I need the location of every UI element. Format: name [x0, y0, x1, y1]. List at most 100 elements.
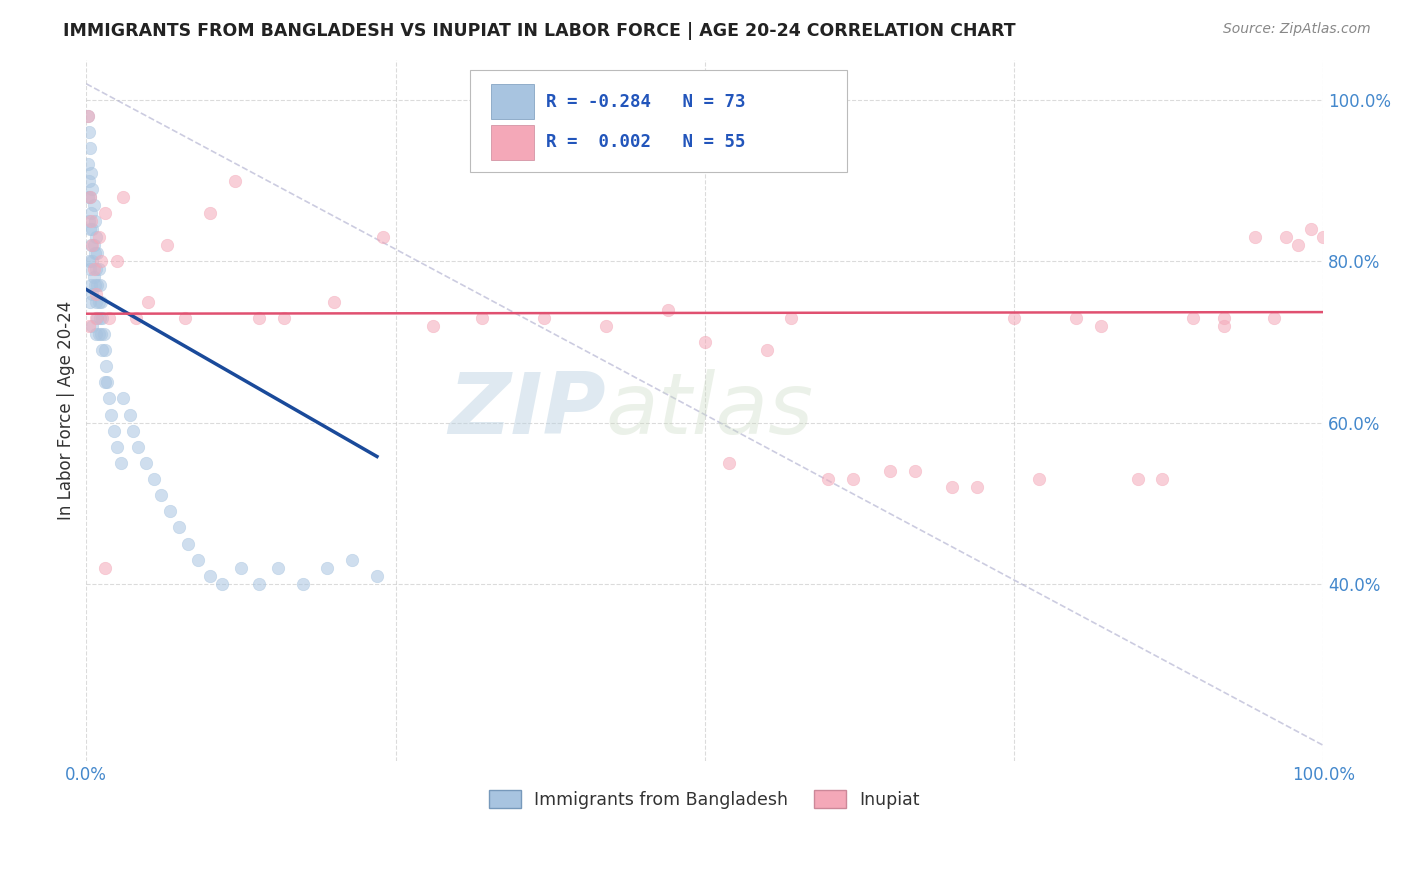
Point: [103, 424, 125, 438]
Point: [1152, 472, 1174, 486]
Point: [94, 561, 117, 575]
Point: [89, 278, 111, 293]
Point: [110, 456, 132, 470]
Point: [80, 278, 103, 293]
Point: [1299, 222, 1322, 236]
Point: [118, 408, 141, 422]
Point: [1213, 310, 1236, 325]
Point: [84, 214, 107, 228]
Point: [780, 310, 803, 325]
Point: [229, 561, 252, 575]
Point: [817, 472, 839, 486]
Point: [89, 310, 111, 325]
Point: [83, 270, 105, 285]
Point: [84, 246, 107, 260]
Point: [79, 222, 101, 236]
Point: [1064, 310, 1087, 325]
Point: [159, 504, 181, 518]
Point: [371, 230, 394, 244]
Point: [211, 577, 233, 591]
Point: [273, 310, 295, 325]
Point: [316, 561, 339, 575]
Point: [941, 480, 963, 494]
Point: [79, 190, 101, 204]
Point: [143, 472, 166, 486]
Point: [80, 206, 103, 220]
Point: [249, 310, 271, 325]
Point: [100, 408, 122, 422]
Point: [84, 294, 107, 309]
Point: [1286, 238, 1309, 252]
Point: [471, 310, 494, 325]
Point: [112, 190, 135, 204]
Point: [595, 318, 617, 333]
FancyBboxPatch shape: [491, 84, 534, 120]
Point: [82, 286, 104, 301]
Point: [83, 198, 105, 212]
Point: [1126, 472, 1149, 486]
Point: [84, 286, 107, 301]
Point: [1090, 318, 1112, 333]
Point: [1028, 472, 1050, 486]
Point: [187, 553, 209, 567]
FancyBboxPatch shape: [470, 70, 846, 172]
Point: [90, 294, 112, 309]
Point: [87, 262, 110, 277]
Point: [77, 214, 100, 228]
Point: [136, 294, 159, 309]
Point: [322, 294, 344, 309]
Point: [87, 294, 110, 309]
Point: [167, 520, 190, 534]
Point: [77, 173, 100, 187]
Point: [718, 456, 741, 470]
Point: [79, 141, 101, 155]
Point: [96, 376, 118, 390]
Point: [80, 238, 103, 252]
Point: [1213, 318, 1236, 333]
Text: R = -0.284   N = 73: R = -0.284 N = 73: [547, 93, 747, 111]
Point: [97, 310, 120, 325]
Point: [879, 464, 901, 478]
Point: [80, 165, 103, 179]
FancyBboxPatch shape: [491, 125, 534, 160]
Point: [91, 310, 114, 325]
Text: IMMIGRANTS FROM BANGLADESH VS INUPIAT IN LABOR FORCE | AGE 20-24 CORRELATION CHA: IMMIGRANTS FROM BANGLADESH VS INUPIAT IN…: [63, 22, 1017, 40]
Point: [693, 334, 716, 349]
Point: [198, 569, 221, 583]
Point: [76, 157, 98, 171]
Text: R =  0.002   N = 55: R = 0.002 N = 55: [547, 134, 747, 152]
Point: [84, 310, 107, 325]
Point: [86, 310, 108, 325]
Point: [177, 536, 200, 550]
Point: [224, 173, 246, 187]
Point: [86, 278, 108, 293]
Point: [84, 230, 107, 244]
Point: [93, 326, 115, 341]
Point: [533, 310, 555, 325]
Point: [1275, 230, 1298, 244]
Point: [267, 561, 290, 575]
Point: [904, 464, 927, 478]
Point: [1182, 310, 1205, 325]
Point: [84, 262, 107, 277]
Point: [291, 577, 314, 591]
Point: [97, 392, 120, 406]
Point: [366, 569, 388, 583]
Point: [135, 456, 157, 470]
Text: Source: ZipAtlas.com: Source: ZipAtlas.com: [1223, 22, 1371, 37]
Point: [90, 254, 112, 268]
Point: [86, 246, 108, 260]
Point: [80, 214, 103, 228]
Point: [174, 310, 197, 325]
Point: [77, 318, 100, 333]
Point: [1244, 230, 1267, 244]
Point: [94, 376, 117, 390]
Point: [156, 238, 179, 252]
Point: [105, 440, 128, 454]
Point: [127, 440, 149, 454]
Point: [83, 238, 105, 252]
Point: [1312, 230, 1334, 244]
Point: [84, 278, 107, 293]
Point: [87, 230, 110, 244]
Point: [87, 326, 110, 341]
